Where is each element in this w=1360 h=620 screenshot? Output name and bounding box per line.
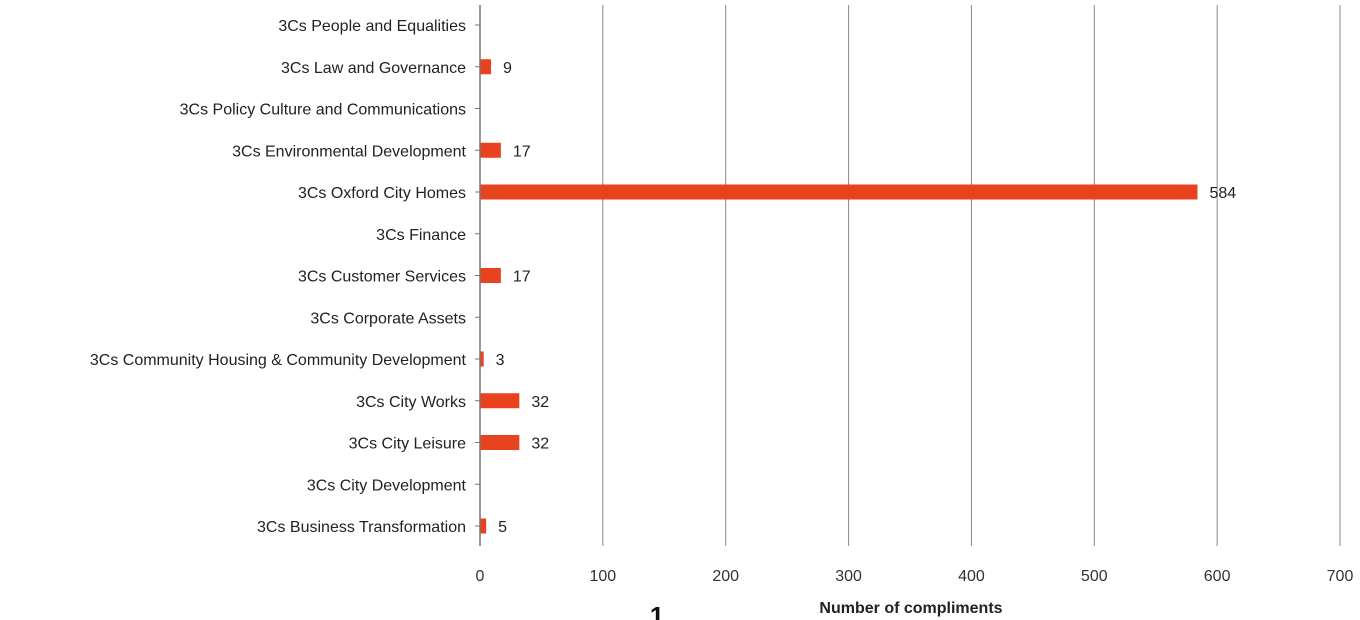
x-tick-label: 100 [590, 568, 617, 585]
category-label: 3Cs Policy Culture and Communications [180, 102, 466, 119]
category-label: 3Cs People and Equalities [278, 18, 466, 35]
category-labels: 3Cs People and Equalities 3Cs Law and Gov… [90, 18, 467, 536]
category-label: 3Cs City Development [307, 477, 467, 494]
category-label: 3Cs Law and Governance [281, 60, 466, 77]
value-label: 3 [496, 352, 505, 369]
gridlines [475, 5, 1341, 546]
category-label: 3Cs Business Transformation [257, 519, 466, 536]
category-label: 3Cs Corporate Assets [310, 310, 466, 327]
value-label: 32 [531, 394, 549, 411]
x-tick-labels: 0 100 200 300 400 500 600 700 [476, 568, 1354, 585]
category-label: 3Cs Finance [376, 227, 466, 244]
category-label: 3Cs City Leisure [349, 436, 466, 453]
x-tick-label: 400 [958, 568, 985, 585]
bar [480, 59, 492, 75]
x-tick-label: 200 [712, 568, 739, 585]
value-label: 17 [513, 143, 531, 160]
category-label: 3Cs Community Housing & Community Develo… [90, 352, 467, 369]
x-axis-title: Number of compliments [819, 600, 1002, 617]
value-labels: 9 17 584 17 3 32 32 5 [496, 60, 1237, 536]
x-tick-label: 0 [476, 568, 485, 585]
value-label: 17 [513, 269, 531, 286]
page-number: 1 [650, 601, 664, 620]
bar [480, 351, 484, 367]
bar [480, 393, 520, 409]
bar [480, 268, 501, 283]
x-tick-label: 600 [1204, 568, 1231, 585]
bar [480, 142, 501, 158]
category-label: 3Cs City Works [356, 394, 466, 411]
category-label: 3Cs Customer Services [298, 269, 466, 286]
bar [480, 518, 487, 534]
value-label: 32 [531, 436, 549, 453]
bars [480, 59, 1198, 534]
value-label: 584 [1209, 185, 1236, 202]
category-label: 3Cs Environmental Development [232, 143, 466, 160]
x-tick-label: 700 [1327, 568, 1354, 585]
value-label: 9 [503, 60, 512, 77]
value-label: 5 [498, 519, 507, 536]
bar [480, 184, 1198, 200]
x-tick-label: 500 [1081, 568, 1108, 585]
bar [480, 435, 520, 450]
category-label: 3Cs Oxford City Homes [298, 185, 466, 202]
x-tick-label: 300 [835, 568, 862, 585]
